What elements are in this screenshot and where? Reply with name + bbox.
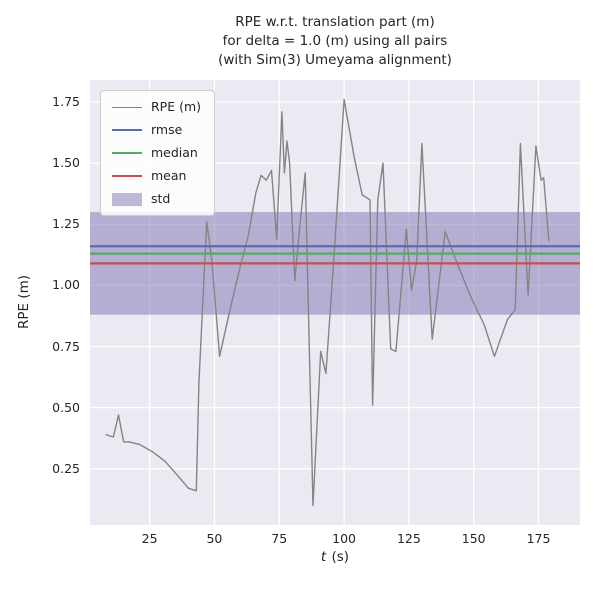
x-axis-label: t (s): [90, 549, 580, 565]
x-tick-label: 75: [271, 531, 288, 546]
legend-line-sample: [112, 175, 142, 177]
chart-title-line-2: for delta = 1.0 (m) using all pairs: [222, 33, 448, 49]
legend-label: RPE (m): [151, 99, 202, 114]
x-tick-label: 50: [206, 531, 223, 546]
chart-title-line-1: RPE w.r.t. translation part (m): [235, 14, 435, 30]
legend-label: std: [151, 191, 171, 206]
y-tick-label: 0.50: [52, 399, 80, 415]
y-tick-label: 1.50: [52, 155, 80, 171]
plot-canvas: [90, 80, 580, 525]
x-axis-label-unit: (s): [327, 549, 350, 565]
y-tick-label: 0.25: [52, 460, 80, 476]
y-tick-label: 1.00: [52, 277, 80, 293]
x-axis-label-variable: t: [320, 549, 327, 565]
y-tick-labels: 0.25 0.50 0.75 1.00 1.25 1.50 1.75: [0, 0, 80, 600]
chart-title: RPE w.r.t. translation part (m) for delt…: [90, 13, 580, 70]
legend-patch-sample: [112, 192, 142, 206]
legend-item-mean: mean: [112, 169, 201, 183]
y-tick-label: 0.75: [52, 338, 80, 354]
legend-line-sample: [112, 106, 142, 108]
x-tick-label: 175: [526, 531, 551, 546]
legend-item-median: median: [112, 146, 201, 160]
legend-item-rpe-m-: RPE (m): [112, 100, 201, 114]
x-tick-label: 100: [332, 531, 356, 546]
rpe-series-line: [105, 98, 550, 507]
plot-area: RPE (m) rmse median mean std: [90, 80, 580, 525]
y-tick-label: 1.75: [52, 94, 80, 109]
y-tick-label: 1.25: [52, 216, 80, 232]
x-tick-labels: 25 50 75 100 125 150 175: [0, 531, 600, 547]
x-tick-label: 25: [141, 531, 158, 546]
legend-line-sample: [112, 129, 142, 131]
legend-item-std: std: [112, 192, 201, 206]
legend-line-sample: [112, 152, 142, 154]
legend-label: rmse: [151, 122, 183, 137]
x-tick-label: 125: [396, 531, 421, 546]
legend: RPE (m) rmse median mean std: [100, 90, 216, 216]
legend-label: median: [151, 145, 198, 160]
legend-item-rmse: rmse: [112, 123, 201, 137]
legend-label: mean: [151, 168, 187, 183]
chart-title-line-3: (with Sim(3) Umeyama alignment): [218, 52, 452, 68]
x-tick-label: 150: [461, 531, 486, 546]
